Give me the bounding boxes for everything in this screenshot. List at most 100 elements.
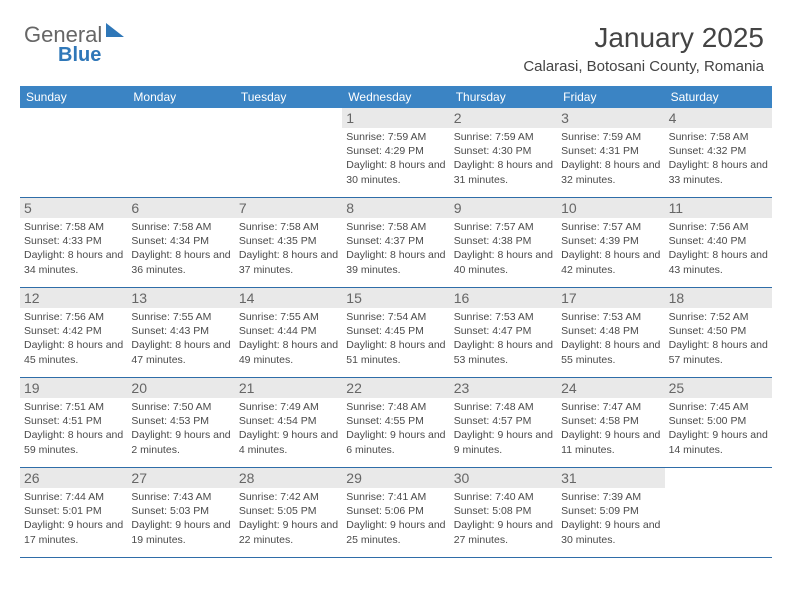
calendar-day: 11Sunrise: 7:56 AMSunset: 4:40 PMDayligh…	[665, 198, 772, 287]
day-number: 12	[20, 288, 127, 308]
calendar-day: 28Sunrise: 7:42 AMSunset: 5:05 PMDayligh…	[235, 468, 342, 557]
calendar-day: 25Sunrise: 7:45 AMSunset: 5:00 PMDayligh…	[665, 378, 772, 467]
day-details: Sunrise: 7:50 AMSunset: 4:53 PMDaylight:…	[131, 400, 230, 457]
calendar-week: 5Sunrise: 7:58 AMSunset: 4:33 PMDaylight…	[20, 198, 772, 288]
day-details: Sunrise: 7:56 AMSunset: 4:42 PMDaylight:…	[24, 310, 123, 367]
day-number: 26	[20, 468, 127, 488]
calendar-week: 12Sunrise: 7:56 AMSunset: 4:42 PMDayligh…	[20, 288, 772, 378]
day-details: Sunrise: 7:58 AMSunset: 4:35 PMDaylight:…	[239, 220, 338, 277]
calendar-week: 26Sunrise: 7:44 AMSunset: 5:01 PMDayligh…	[20, 468, 772, 558]
day-details: Sunrise: 7:58 AMSunset: 4:32 PMDaylight:…	[669, 130, 768, 187]
calendar-day: 24Sunrise: 7:47 AMSunset: 4:58 PMDayligh…	[557, 378, 664, 467]
calendar-day	[665, 468, 772, 557]
location-subtitle: Calarasi, Botosani County, Romania	[523, 58, 764, 75]
day-details: Sunrise: 7:59 AMSunset: 4:29 PMDaylight:…	[346, 130, 445, 187]
day-number: 18	[665, 288, 772, 308]
calendar-day: 22Sunrise: 7:48 AMSunset: 4:55 PMDayligh…	[342, 378, 449, 467]
day-number: 17	[557, 288, 664, 308]
calendar-day: 23Sunrise: 7:48 AMSunset: 4:57 PMDayligh…	[450, 378, 557, 467]
calendar-day: 7Sunrise: 7:58 AMSunset: 4:35 PMDaylight…	[235, 198, 342, 287]
day-number: 29	[342, 468, 449, 488]
calendar-day: 19Sunrise: 7:51 AMSunset: 4:51 PMDayligh…	[20, 378, 127, 467]
day-number: 13	[127, 288, 234, 308]
calendar-week: 1Sunrise: 7:59 AMSunset: 4:29 PMDaylight…	[20, 108, 772, 198]
day-details: Sunrise: 7:57 AMSunset: 4:39 PMDaylight:…	[561, 220, 660, 277]
day-number: 21	[235, 378, 342, 398]
day-number: 22	[342, 378, 449, 398]
day-number: 9	[450, 198, 557, 218]
day-details: Sunrise: 7:40 AMSunset: 5:08 PMDaylight:…	[454, 490, 553, 547]
calendar-day: 1Sunrise: 7:59 AMSunset: 4:29 PMDaylight…	[342, 108, 449, 197]
day-number: 31	[557, 468, 664, 488]
day-header: Thursday	[450, 86, 557, 108]
day-details: Sunrise: 7:39 AMSunset: 5:09 PMDaylight:…	[561, 490, 660, 547]
day-details: Sunrise: 7:56 AMSunset: 4:40 PMDaylight:…	[669, 220, 768, 277]
calendar-day: 3Sunrise: 7:59 AMSunset: 4:31 PMDaylight…	[557, 108, 664, 197]
day-details: Sunrise: 7:48 AMSunset: 4:57 PMDaylight:…	[454, 400, 553, 457]
calendar: SundayMondayTuesdayWednesdayThursdayFrid…	[20, 86, 772, 558]
day-header: Monday	[127, 86, 234, 108]
day-details: Sunrise: 7:57 AMSunset: 4:38 PMDaylight:…	[454, 220, 553, 277]
calendar-day: 13Sunrise: 7:55 AMSunset: 4:43 PMDayligh…	[127, 288, 234, 377]
day-number: 19	[20, 378, 127, 398]
day-number: 30	[450, 468, 557, 488]
day-details: Sunrise: 7:43 AMSunset: 5:03 PMDaylight:…	[131, 490, 230, 547]
day-details: Sunrise: 7:59 AMSunset: 4:30 PMDaylight:…	[454, 130, 553, 187]
day-details: Sunrise: 7:42 AMSunset: 5:05 PMDaylight:…	[239, 490, 338, 547]
calendar-day: 29Sunrise: 7:41 AMSunset: 5:06 PMDayligh…	[342, 468, 449, 557]
calendar-day: 6Sunrise: 7:58 AMSunset: 4:34 PMDaylight…	[127, 198, 234, 287]
day-details: Sunrise: 7:59 AMSunset: 4:31 PMDaylight:…	[561, 130, 660, 187]
day-details: Sunrise: 7:48 AMSunset: 4:55 PMDaylight:…	[346, 400, 445, 457]
calendar-day	[20, 108, 127, 197]
day-details: Sunrise: 7:54 AMSunset: 4:45 PMDaylight:…	[346, 310, 445, 367]
day-number: 24	[557, 378, 664, 398]
calendar-day: 27Sunrise: 7:43 AMSunset: 5:03 PMDayligh…	[127, 468, 234, 557]
day-details: Sunrise: 7:55 AMSunset: 4:44 PMDaylight:…	[239, 310, 338, 367]
day-number: 1	[342, 108, 449, 128]
calendar-day	[127, 108, 234, 197]
day-number: 14	[235, 288, 342, 308]
calendar-day: 16Sunrise: 7:53 AMSunset: 4:47 PMDayligh…	[450, 288, 557, 377]
day-number: 6	[127, 198, 234, 218]
day-number: 25	[665, 378, 772, 398]
day-details: Sunrise: 7:41 AMSunset: 5:06 PMDaylight:…	[346, 490, 445, 547]
day-header: Sunday	[20, 86, 127, 108]
logo-part2: Blue	[58, 44, 101, 67]
calendar-day: 20Sunrise: 7:50 AMSunset: 4:53 PMDayligh…	[127, 378, 234, 467]
calendar-day: 26Sunrise: 7:44 AMSunset: 5:01 PMDayligh…	[20, 468, 127, 557]
day-number: 2	[450, 108, 557, 128]
day-number: 27	[127, 468, 234, 488]
day-details: Sunrise: 7:47 AMSunset: 4:58 PMDaylight:…	[561, 400, 660, 457]
calendar-day: 4Sunrise: 7:58 AMSunset: 4:32 PMDaylight…	[665, 108, 772, 197]
day-details: Sunrise: 7:58 AMSunset: 4:34 PMDaylight:…	[131, 220, 230, 277]
day-details: Sunrise: 7:55 AMSunset: 4:43 PMDaylight:…	[131, 310, 230, 367]
day-number: 8	[342, 198, 449, 218]
day-header: Wednesday	[342, 86, 449, 108]
day-details: Sunrise: 7:44 AMSunset: 5:01 PMDaylight:…	[24, 490, 123, 547]
day-number: 20	[127, 378, 234, 398]
calendar-day: 10Sunrise: 7:57 AMSunset: 4:39 PMDayligh…	[557, 198, 664, 287]
day-number: 11	[665, 198, 772, 218]
day-number: 23	[450, 378, 557, 398]
day-details: Sunrise: 7:49 AMSunset: 4:54 PMDaylight:…	[239, 400, 338, 457]
day-details: Sunrise: 7:58 AMSunset: 4:33 PMDaylight:…	[24, 220, 123, 277]
day-details: Sunrise: 7:45 AMSunset: 5:00 PMDaylight:…	[669, 400, 768, 457]
day-number: 5	[20, 198, 127, 218]
calendar-day: 30Sunrise: 7:40 AMSunset: 5:08 PMDayligh…	[450, 468, 557, 557]
logo-line2: Blue	[58, 44, 101, 67]
calendar-day: 12Sunrise: 7:56 AMSunset: 4:42 PMDayligh…	[20, 288, 127, 377]
page-title: January 2025	[594, 22, 764, 54]
calendar-day: 5Sunrise: 7:58 AMSunset: 4:33 PMDaylight…	[20, 198, 127, 287]
calendar-day: 15Sunrise: 7:54 AMSunset: 4:45 PMDayligh…	[342, 288, 449, 377]
day-number: 16	[450, 288, 557, 308]
day-number: 28	[235, 468, 342, 488]
calendar-day: 31Sunrise: 7:39 AMSunset: 5:09 PMDayligh…	[557, 468, 664, 557]
day-details: Sunrise: 7:52 AMSunset: 4:50 PMDaylight:…	[669, 310, 768, 367]
calendar-day: 17Sunrise: 7:53 AMSunset: 4:48 PMDayligh…	[557, 288, 664, 377]
calendar-day: 14Sunrise: 7:55 AMSunset: 4:44 PMDayligh…	[235, 288, 342, 377]
calendar-day: 8Sunrise: 7:58 AMSunset: 4:37 PMDaylight…	[342, 198, 449, 287]
day-details: Sunrise: 7:53 AMSunset: 4:47 PMDaylight:…	[454, 310, 553, 367]
day-details: Sunrise: 7:53 AMSunset: 4:48 PMDaylight:…	[561, 310, 660, 367]
day-header: Saturday	[665, 86, 772, 108]
day-details: Sunrise: 7:58 AMSunset: 4:37 PMDaylight:…	[346, 220, 445, 277]
